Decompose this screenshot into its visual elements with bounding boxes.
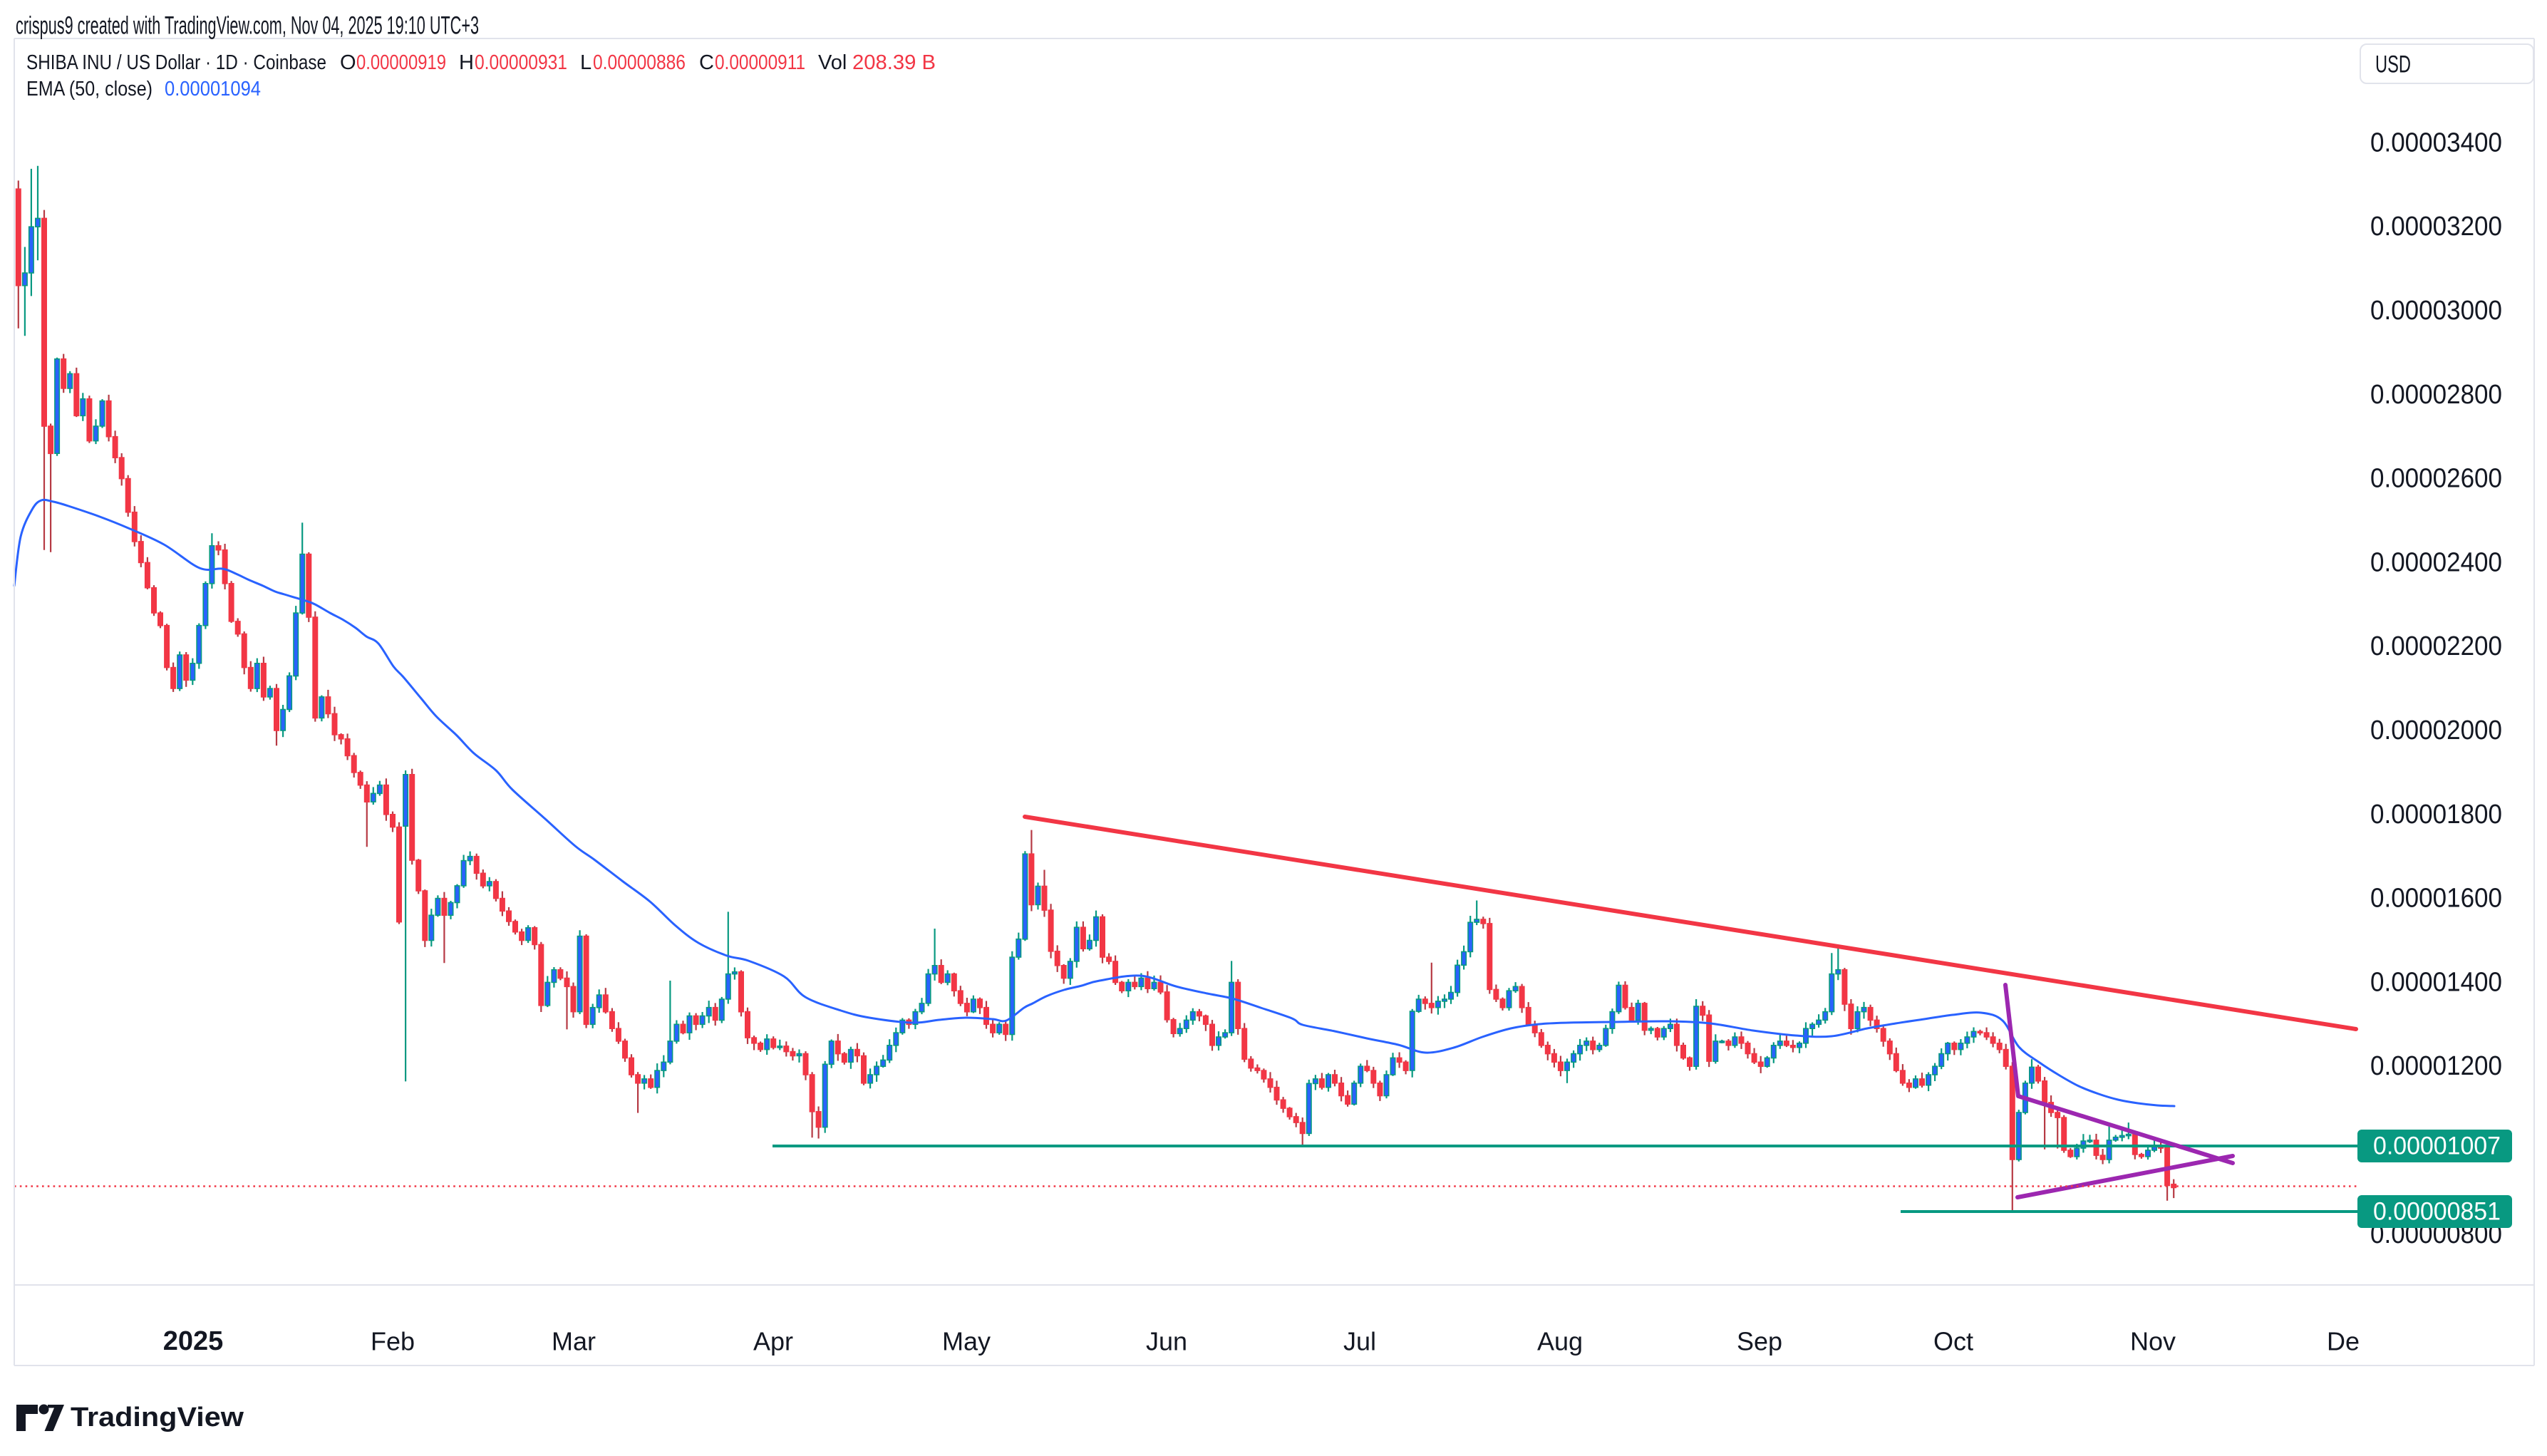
svg-text:2025: 2025 — [163, 1326, 224, 1356]
svg-text:0.00000931: 0.00000931 — [475, 51, 567, 74]
svg-text:0.00001007: 0.00001007 — [2373, 1132, 2501, 1160]
svg-text:EMA (50, close): EMA (50, close) — [26, 78, 153, 100]
svg-text:Feb: Feb — [371, 1327, 415, 1356]
svg-text:0.00001800: 0.00001800 — [2370, 800, 2502, 830]
svg-text:C: C — [699, 51, 714, 74]
svg-text:0.00003000: 0.00003000 — [2370, 296, 2502, 326]
svg-text:Vol: Vol — [818, 51, 847, 74]
svg-text:Jul: Jul — [1343, 1327, 1376, 1356]
svg-text:0.00001200: 0.00001200 — [2370, 1051, 2502, 1081]
svg-text:Oct: Oct — [1933, 1327, 1973, 1356]
svg-text:0.00001400: 0.00001400 — [2370, 967, 2502, 997]
svg-text:0.00001600: 0.00001600 — [2370, 884, 2502, 914]
svg-text:0.00002600: 0.00002600 — [2370, 464, 2502, 494]
svg-text:TradingView: TradingView — [71, 1403, 244, 1432]
svg-text:0.00002000: 0.00002000 — [2370, 716, 2502, 745]
svg-text:De: De — [2327, 1327, 2360, 1356]
svg-text:0.00000911: 0.00000911 — [715, 51, 805, 74]
svg-text:0.00000919: 0.00000919 — [356, 51, 446, 74]
svg-text:L: L — [580, 51, 591, 74]
svg-text:208.39 B: 208.39 B — [852, 51, 936, 74]
svg-text:Jun: Jun — [1146, 1327, 1187, 1356]
svg-text:crispus9 created with TradingV: crispus9 created with TradingView.com, N… — [16, 12, 479, 40]
svg-text:SHIBA INU / US Dollar · 1D · C: SHIBA INU / US Dollar · 1D · Coinbase — [26, 51, 326, 74]
svg-text:H: H — [459, 51, 474, 74]
svg-text:Aug: Aug — [1537, 1327, 1583, 1356]
svg-text:0.00003200: 0.00003200 — [2370, 212, 2502, 242]
svg-text:Nov: Nov — [2130, 1327, 2176, 1356]
svg-text:0.00002800: 0.00002800 — [2370, 380, 2502, 410]
svg-text:0.00002200: 0.00002200 — [2370, 631, 2502, 661]
svg-text:Sep: Sep — [1737, 1327, 1782, 1356]
svg-text:0.00000886: 0.00000886 — [593, 51, 686, 74]
svg-text:Apr: Apr — [753, 1327, 793, 1356]
svg-text:0.00003400: 0.00003400 — [2370, 128, 2502, 158]
svg-text:0.00001094: 0.00001094 — [165, 78, 261, 100]
svg-text:0.00000851: 0.00000851 — [2373, 1198, 2501, 1226]
svg-text:May: May — [942, 1327, 991, 1356]
svg-text:Mar: Mar — [552, 1327, 596, 1356]
svg-text:O: O — [340, 51, 356, 74]
svg-text:0.00002400: 0.00002400 — [2370, 547, 2502, 577]
svg-text:USD: USD — [2375, 51, 2411, 78]
